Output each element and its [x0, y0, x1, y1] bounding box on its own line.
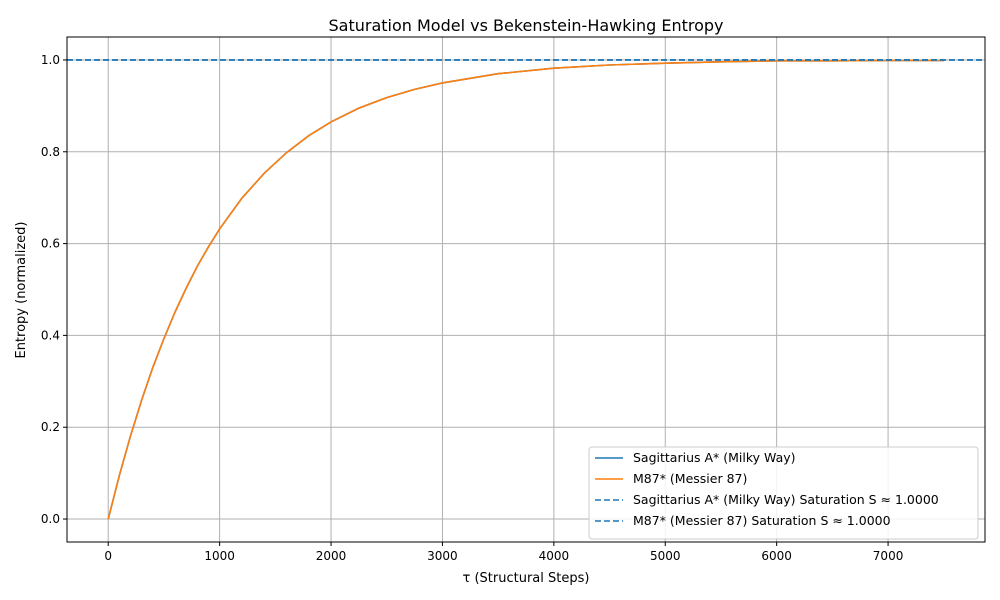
y-tick-label: 0.4 — [41, 328, 60, 342]
x-axis-label: τ (Structural Steps) — [463, 571, 590, 586]
x-tick-label: 6000 — [761, 549, 792, 563]
x-tick-label: 4000 — [539, 549, 570, 563]
axis-ticks: 0 1000 2000 3000 4000 5000 6000 7000 0.0 0.2 0.4 0.… — [41, 53, 903, 563]
x-tick-label: 5000 — [650, 549, 681, 563]
y-tick-label: 1.0 — [41, 53, 60, 67]
x-tick-label: 1000 — [204, 549, 235, 563]
plot-area — [67, 59, 985, 520]
legend-box — [588, 446, 979, 540]
series-line-1 — [107, 59, 944, 520]
legend: Sagittarius A* (Milky Way) M87* (Messier … — [588, 446, 979, 540]
x-tick-label: 3000 — [427, 549, 458, 563]
y-axis-label: Entropy (normalized) — [14, 221, 29, 358]
x-tick-label: 2000 — [316, 549, 347, 563]
y-tick-label: 0.8 — [41, 145, 60, 159]
y-tick-label: 0.2 — [41, 420, 60, 434]
y-tick-label: 0.0 — [41, 512, 60, 526]
legend-label: M87* (Messier 87) Saturation S ≈ 1.0000 — [633, 513, 891, 528]
legend-label: Sagittarius A* (Milky Way) — [633, 450, 796, 465]
x-tick-label: 7000 — [873, 549, 904, 563]
axes-frame — [66, 36, 986, 543]
chart-title: Saturation Model vs Bekenstein-Hawking E… — [329, 16, 724, 35]
legend-label: Sagittarius A* (Milky Way) Saturation S … — [633, 492, 939, 507]
y-tick-label: 0.6 — [41, 237, 60, 251]
x-tick-label: 0 — [104, 549, 112, 563]
legend-label: M87* (Messier 87) — [633, 471, 747, 486]
